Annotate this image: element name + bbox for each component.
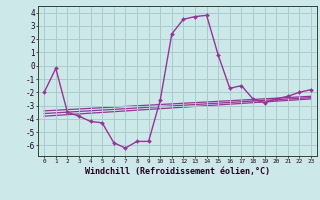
X-axis label: Windchill (Refroidissement éolien,°C): Windchill (Refroidissement éolien,°C) [85,167,270,176]
